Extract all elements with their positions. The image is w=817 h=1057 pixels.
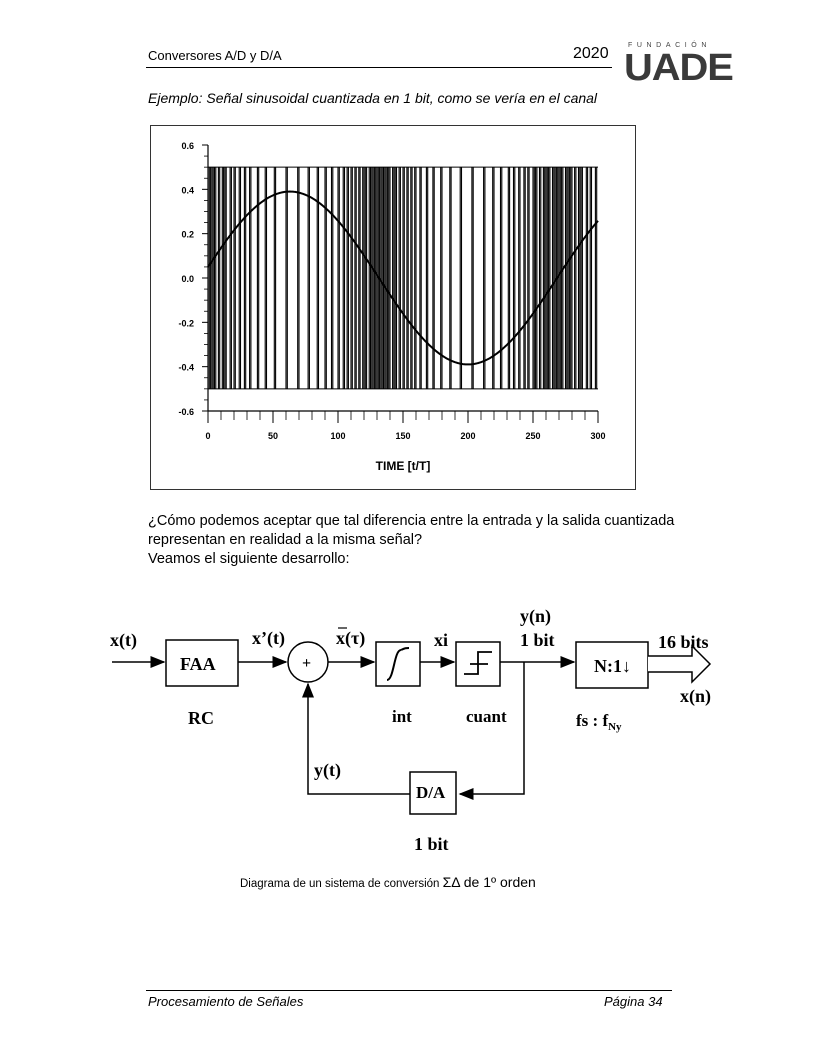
y-tick-label: 0.0 <box>181 274 194 284</box>
caption-symbol: ΣΔ <box>442 874 460 890</box>
y-tick-label: 0.2 <box>181 230 194 240</box>
caption-suffix: de 1º orden <box>459 874 536 890</box>
label-1bit-bottom: 1 bit <box>414 834 449 854</box>
label-16bits: 16 bits <box>658 632 709 652</box>
label-decimator: N:1↓ <box>594 656 631 676</box>
label-da: D/A <box>416 783 446 802</box>
x-tick-label: 150 <box>395 431 410 441</box>
label-xi: xi <box>434 630 448 650</box>
header-year: 2020 <box>573 45 609 62</box>
x-axis-label: TIME [t/T] <box>376 459 431 473</box>
x-tick-label: 300 <box>590 431 605 441</box>
question-paragraph: ¿Cómo podemos aceptar que tal diferencia… <box>148 512 688 569</box>
label-yt: y(t) <box>314 760 341 781</box>
x-tick-label: 100 <box>330 431 345 441</box>
feedback-arrow-to-da <box>458 662 525 800</box>
x-tick-label: 250 <box>525 431 540 441</box>
example-title: Ejemplo: Señal sinusoidal cuantizada en … <box>148 90 598 106</box>
y-tick-label: 0.4 <box>181 185 194 195</box>
chart-frame: 0.6 0.4 0.2 0.0 -0.2 -0.4 -0.6 0 50 100 150 200 250 3… <box>150 125 636 490</box>
footer-left: Procesamiento de Señales <box>148 994 304 1009</box>
label-cuant: cuant <box>466 707 507 726</box>
label-xt: x(t) <box>110 630 137 651</box>
caption-text: Diagrama de un sistema de conversión <box>240 878 443 890</box>
x-tick-label: 0 <box>205 431 210 441</box>
paragraph-line-3: Veamos el siguiente desarrollo: <box>148 551 350 567</box>
label-plus: + <box>302 655 311 672</box>
decimator-block <box>575 641 649 689</box>
label-yn: y(n) <box>520 606 551 627</box>
quantized-sine-chart: 0.6 0.4 0.2 0.0 -0.2 -0.4 -0.6 0 50 100 150 200 250 3… <box>178 141 605 473</box>
sine-series-line <box>207 190 599 366</box>
integral-icon <box>386 647 410 681</box>
label-xn: x(n) <box>680 686 711 707</box>
footer-page: Página 34 <box>604 994 663 1009</box>
x-tick-label: 200 <box>460 431 475 441</box>
da-block <box>409 771 457 815</box>
feedback-arrow-to-sum <box>302 682 410 795</box>
logo-uade: UADE <box>624 47 734 89</box>
x-tick-label: 50 <box>268 431 278 441</box>
label-xprime: x’(t) <box>252 628 285 649</box>
step-icon <box>464 651 492 675</box>
label-int: int <box>392 707 412 726</box>
paragraph-line-2: representan en realidad a la misma señal… <box>148 532 423 548</box>
integrator-block <box>375 641 421 687</box>
logo-fundacion: FUNDACIÓN <box>628 42 712 49</box>
faa-block <box>165 639 239 687</box>
paragraph-line-1: ¿Cómo podemos aceptar que tal diferencia… <box>148 513 675 529</box>
diagram-caption: Diagrama de un sistema de conversión ΣΔ … <box>240 874 536 890</box>
label-fs: fs : fNy <box>576 711 622 733</box>
label-faa: FAA <box>180 654 216 674</box>
y-tick-label: 0.6 <box>181 141 194 151</box>
output-arrow-icon <box>648 644 712 684</box>
header-title: Conversores A/D y D/A <box>148 48 282 63</box>
sigma-delta-diagram: x(t) FAA RC x’(t) + x(τ) int xi cuant y(… <box>110 606 712 854</box>
y-tick-label: -0.4 <box>178 363 194 373</box>
label-xbar: x(τ) <box>336 628 365 649</box>
label-rc: RC <box>188 708 214 728</box>
label-1bit-top: 1 bit <box>520 630 555 650</box>
y-tick-label: -0.2 <box>178 318 194 328</box>
footer-rule <box>146 990 672 991</box>
header-rule <box>146 67 612 68</box>
y-tick-label: -0.6 <box>178 407 194 417</box>
